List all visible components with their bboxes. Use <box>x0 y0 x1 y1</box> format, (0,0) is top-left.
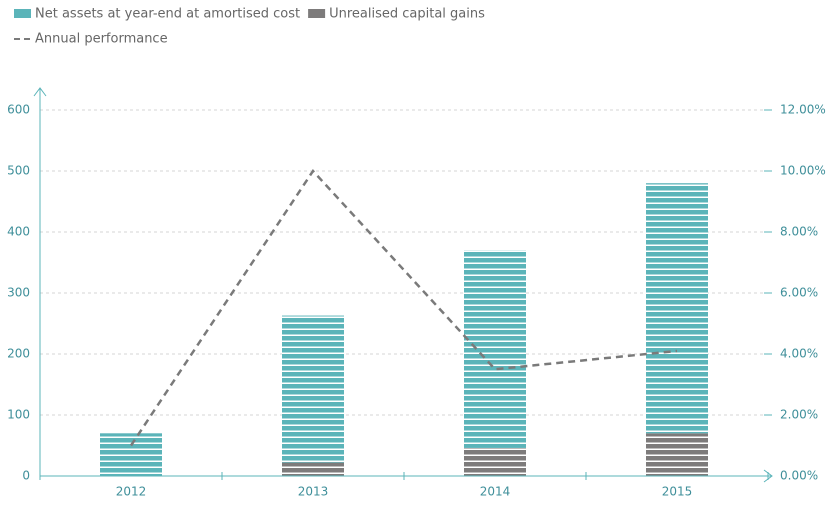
bar-stripes <box>464 447 526 476</box>
y-tick-label: 500 <box>7 164 30 178</box>
y-axis-arrow <box>33 87 47 97</box>
x-axis-arrow <box>763 469 773 483</box>
bar-stripes <box>646 183 708 434</box>
x-tick-label: 2015 <box>662 485 693 499</box>
y-tick-label: 0 <box>22 469 30 483</box>
bar-stripes <box>282 462 344 476</box>
y2-tick-label: 8.00% <box>780 225 818 239</box>
bar-stripes <box>100 433 162 476</box>
y-tick-label: 100 <box>7 408 30 422</box>
y-tick-label: 400 <box>7 225 30 239</box>
x-tick-label: 2013 <box>298 485 329 499</box>
y2-tick-label: 2.00% <box>780 408 818 422</box>
y-tick-label: 600 <box>7 103 30 117</box>
legend-label: Net assets at year-end at amortised cost <box>35 7 300 22</box>
y2-tick-label: 10.00% <box>780 164 826 178</box>
legend-label: Annual performance <box>35 32 168 47</box>
y2-tick-label: 6.00% <box>780 286 818 300</box>
y-tick-label: 300 <box>7 286 30 300</box>
y2-tick-label: 12.00% <box>780 103 826 117</box>
line-series <box>129 168 678 447</box>
x-tick-label: 2014 <box>480 485 511 499</box>
legend-swatch <box>308 9 326 18</box>
legend-swatch <box>14 9 31 18</box>
y-tick-label: 200 <box>7 347 30 361</box>
bar-stripes <box>646 433 708 476</box>
y2-tick-label: 4.00% <box>780 347 818 361</box>
bar-stripes <box>282 315 344 463</box>
bar-stripes <box>464 250 526 448</box>
y2-tick-label: 0.00% <box>780 469 818 483</box>
x-tick-label: 2012 <box>116 485 147 499</box>
legend-label: Unrealised capital gains <box>329 7 485 22</box>
